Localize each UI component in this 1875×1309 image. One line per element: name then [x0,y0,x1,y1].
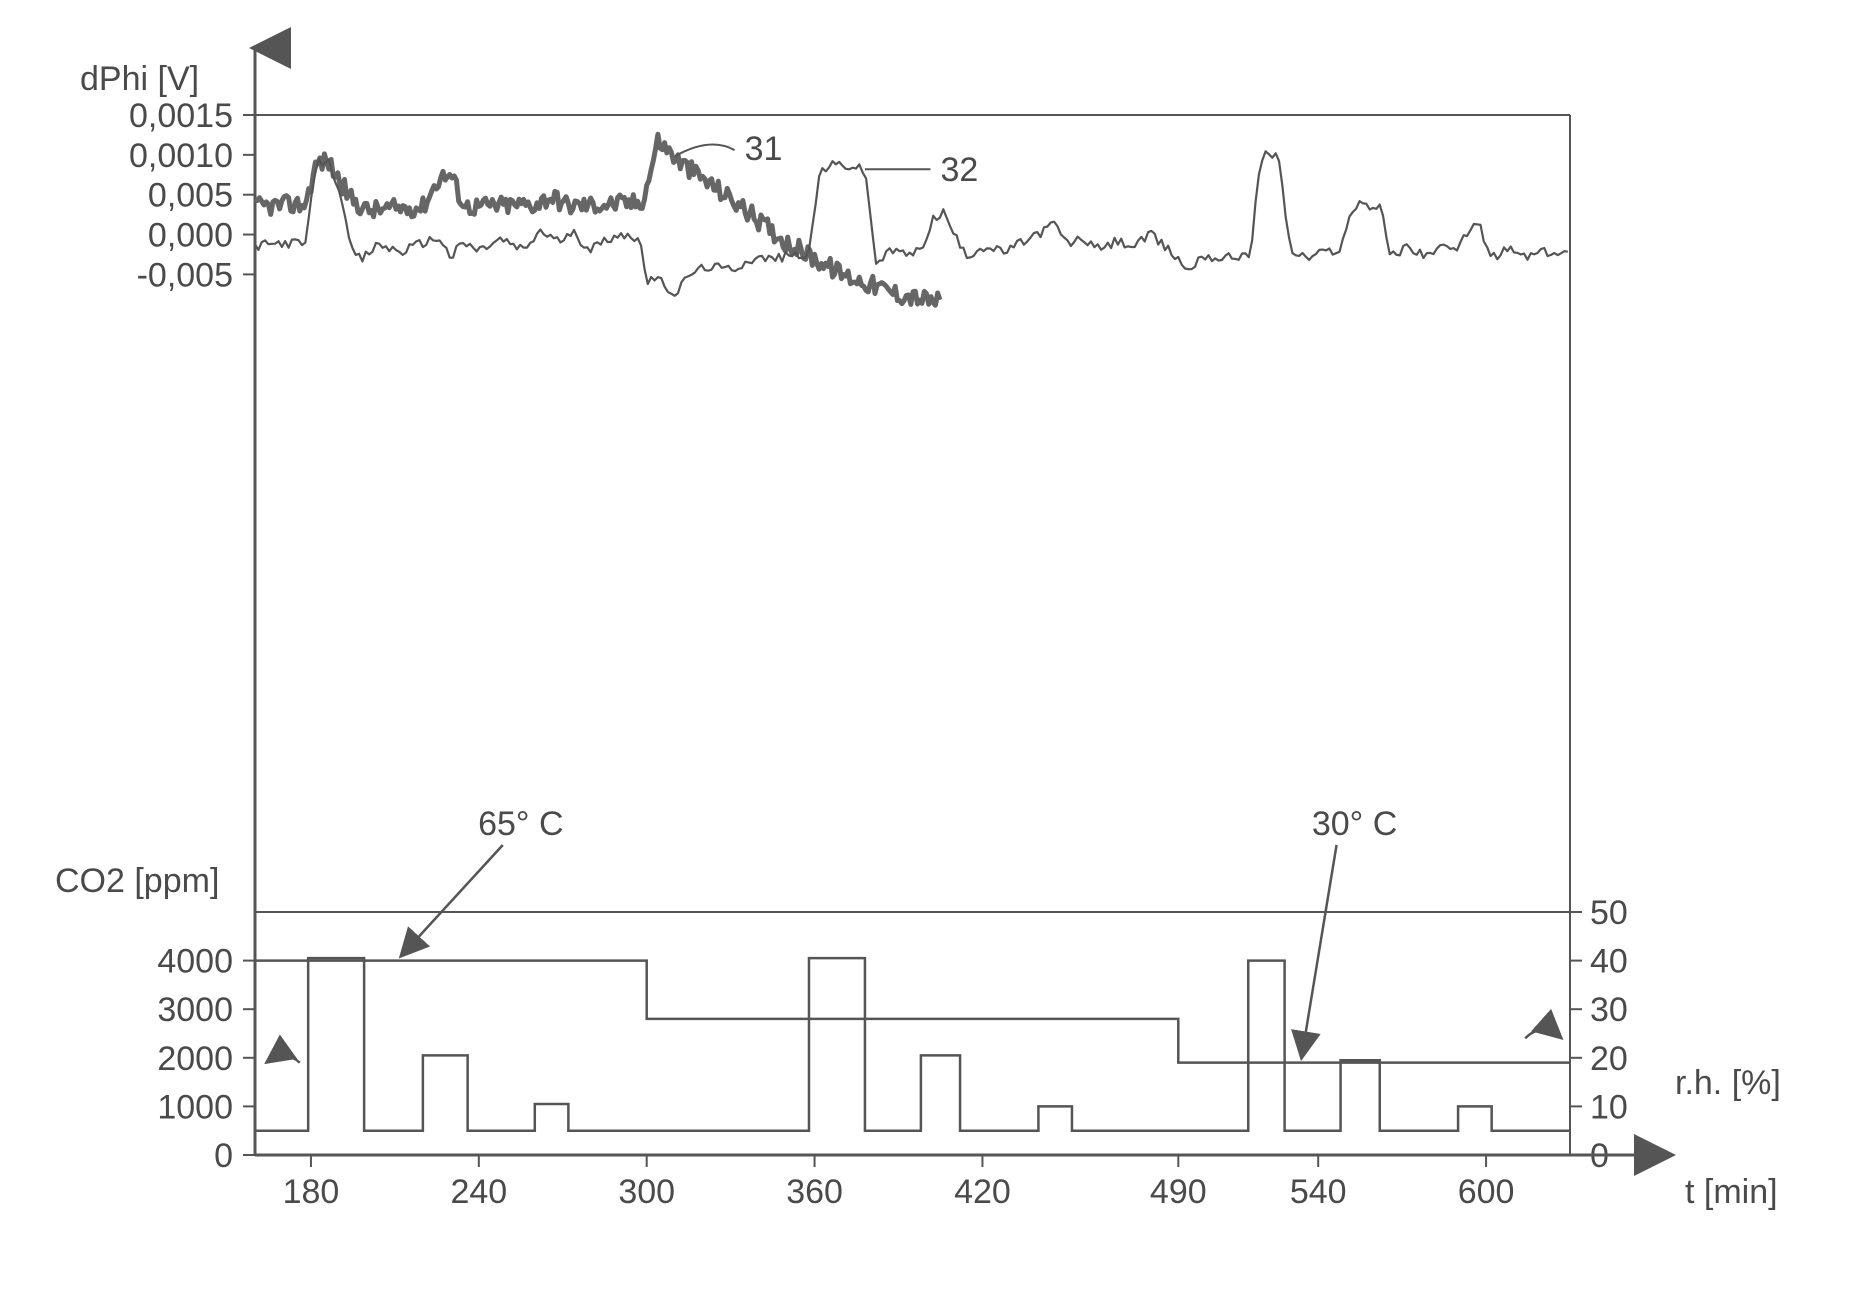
co2-tick-label: 3000 [157,991,233,1029]
rh-axis-label: r.h. [%] [1675,1064,1781,1102]
x-tick-label: 300 [618,1173,675,1211]
y-tick-label: 0,0015 [129,97,233,135]
x-tick-label: 360 [786,1173,843,1211]
x-tick-label: 490 [1150,1173,1207,1211]
rh-tick-label: 40 [1590,943,1628,981]
co2-trace [255,958,1570,1131]
trace-32 [255,151,1568,295]
y-tick-label: 0,005 [148,177,233,215]
rh-tick-label: 50 [1590,894,1628,932]
callout-31-line [675,145,735,157]
rh-tick-label: 10 [1590,1088,1628,1126]
temp-65-arrow [400,845,502,957]
y-tick-label: -0,005 [137,256,233,294]
callout-31-label: 31 [745,130,783,168]
temp-65-label: 65° C [478,805,563,843]
co2-axis-label: CO2 [ppm] [55,862,219,900]
x-tick-label: 540 [1290,1173,1347,1211]
co2-tick-label: 4000 [157,943,233,981]
chart-svg: dPhi [V]0,00150,00100,0050,000-0,005 CO2 … [0,0,1875,1309]
x-tick-label: 180 [283,1173,340,1211]
y-tick-label: 0,000 [148,217,233,255]
co2-tick-label: 2000 [157,1040,233,1078]
y-axis-label-upper: dPhi [V] [80,60,199,98]
co2-tick-label: 1000 [157,1088,233,1126]
trace-31 [255,134,940,305]
temp-30-label: 30° C [1312,805,1397,843]
temp-30-arrow [1301,845,1336,1059]
rh-tick-label: 30 [1590,991,1628,1029]
left-indicator-arrow [266,1056,300,1063]
callout-32-label: 32 [940,151,978,189]
x-tick-label: 420 [954,1173,1011,1211]
y-tick-label: 0,0010 [129,137,233,175]
x-tick-label: 600 [1458,1173,1515,1211]
rh-tick-label: 20 [1590,1040,1628,1078]
right-indicator-arrow [1525,1030,1561,1038]
co2-tick-label: 0 [214,1137,233,1175]
chart-container: dPhi [V]0,00150,00100,0050,000-0,005 CO2 … [0,0,1875,1309]
rh-trace [255,961,1570,1063]
x-axis-label: t [min] [1685,1173,1778,1211]
x-tick-label: 240 [450,1173,507,1211]
